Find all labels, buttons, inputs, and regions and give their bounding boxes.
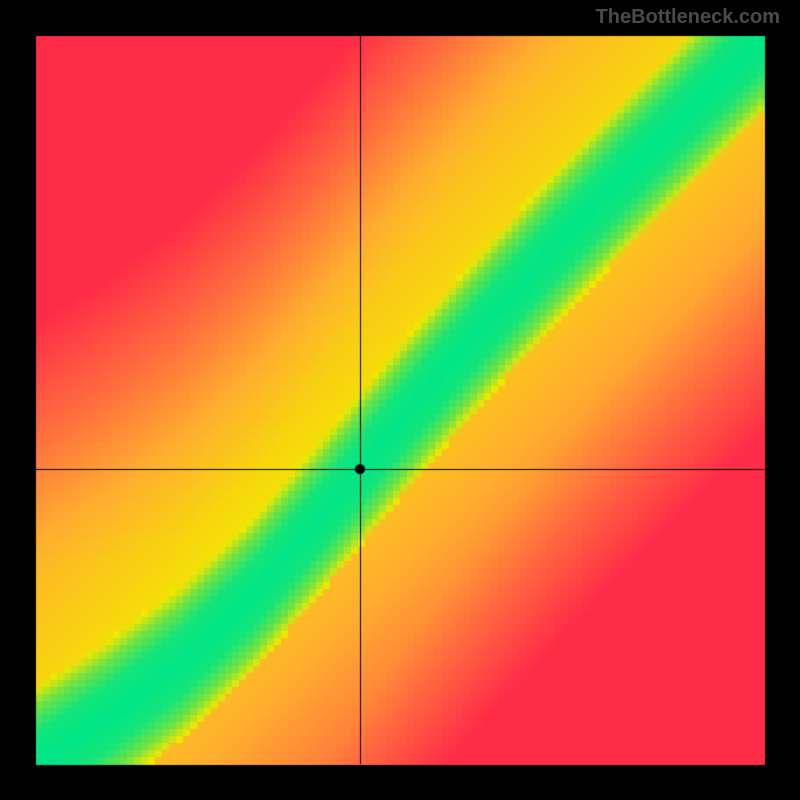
watermark-text: TheBottleneck.com bbox=[596, 6, 780, 29]
chart-container: TheBottleneck.com bbox=[0, 0, 800, 800]
bottleneck-heatmap bbox=[0, 0, 800, 800]
